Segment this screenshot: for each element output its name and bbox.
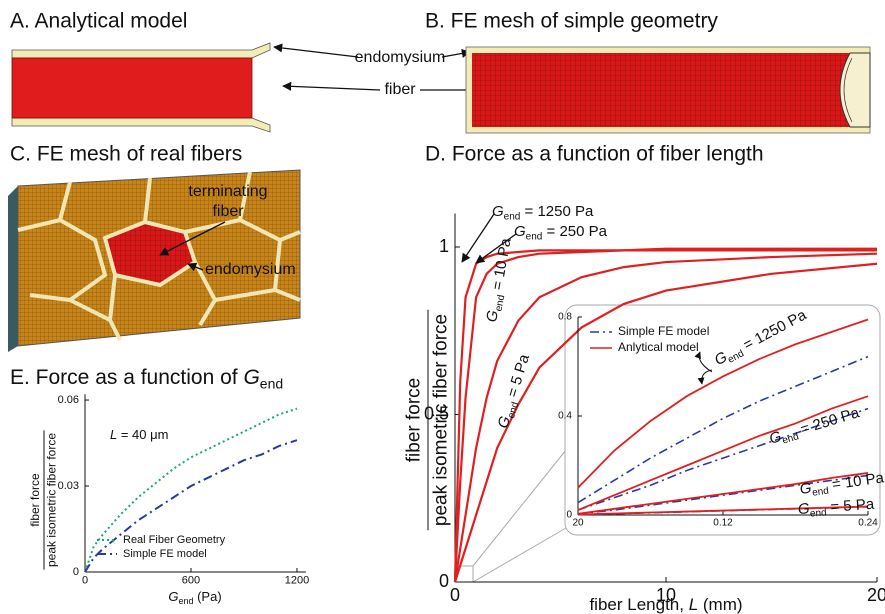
y-label-bottom: peak isometric fiber force bbox=[430, 314, 451, 526]
panel-title: A. Analytical model bbox=[10, 10, 187, 33]
annotation: endomysium bbox=[355, 49, 446, 66]
legend-label: Simple FE model bbox=[618, 324, 709, 338]
panel-title: B. FE mesh of simple geometry bbox=[425, 10, 718, 33]
text-part: L bbox=[110, 427, 117, 442]
x-tick-label: 20 bbox=[867, 585, 885, 605]
y-label-bottom: peak isometric fiber force bbox=[45, 433, 59, 567]
y-label-top: fiber force bbox=[404, 378, 425, 462]
rich-text: Gend (Pa) bbox=[168, 589, 221, 606]
panel-title: D. Force as a function of fiber length bbox=[425, 143, 764, 166]
text-part: G bbox=[243, 366, 259, 389]
rich-text: fiber Length, L (mm) bbox=[589, 595, 742, 614]
y-tick-label: 0.4 bbox=[558, 411, 572, 422]
rich-text: E. Force as a function of Gend bbox=[10, 366, 283, 391]
y-tick-label: 0.03 bbox=[58, 480, 79, 492]
annotation: endomysium bbox=[205, 261, 296, 278]
text-part: G bbox=[168, 589, 178, 604]
text-part: end bbox=[504, 211, 521, 222]
text-part: end bbox=[810, 507, 827, 519]
legend-label: Anlytical model bbox=[618, 340, 699, 354]
y-tick-label: 0.06 bbox=[58, 394, 79, 406]
text-part: G bbox=[797, 500, 810, 518]
text-part: = 250 Pa bbox=[542, 223, 607, 240]
text-part: = 5 Pa bbox=[826, 496, 876, 516]
y-label-top: fiber force bbox=[28, 473, 42, 527]
text-part: (mm) bbox=[698, 595, 742, 614]
panel-title: C. FE mesh of real fibers bbox=[10, 143, 242, 166]
x-tick-label: 0.12 bbox=[713, 518, 733, 529]
legend-label: Real Fiber Geometry bbox=[123, 534, 226, 546]
y-tick-label: 0 bbox=[566, 510, 572, 521]
y-tick-label: 0 bbox=[73, 566, 79, 578]
annotation: fiber bbox=[212, 203, 244, 220]
text-part: end bbox=[260, 375, 283, 391]
text-part: G bbox=[514, 223, 526, 240]
rich-text: L = 40 μm bbox=[110, 427, 168, 442]
y-tick-label: 0.8 bbox=[558, 312, 572, 323]
text-part: (Pa) bbox=[193, 589, 221, 604]
legend-label: Simple FE model bbox=[123, 548, 207, 560]
text-part: fiber Length, bbox=[589, 595, 688, 614]
text-part: L bbox=[689, 595, 698, 614]
y-tick-label: 1 bbox=[439, 236, 449, 256]
text-part: G bbox=[492, 203, 504, 220]
text-part: = 40 μm bbox=[117, 427, 168, 442]
x-tick-label: 1200 bbox=[285, 575, 309, 587]
x-tick-label: 0 bbox=[82, 575, 88, 587]
x-tick-label: 0.24 bbox=[858, 518, 878, 529]
y-tick-label: 0 bbox=[439, 571, 449, 591]
analytical-model-illustration bbox=[12, 43, 270, 132]
text-part: end bbox=[178, 596, 193, 606]
annotation: fiber bbox=[384, 81, 416, 98]
text-part: E. Force as a function of bbox=[10, 366, 243, 389]
text-part: = 1250 Pa bbox=[520, 203, 594, 220]
text-part: end bbox=[811, 485, 829, 498]
x-tick-label: 20 bbox=[572, 518, 584, 529]
x-tick-label: 0 bbox=[450, 585, 460, 605]
x-tick-label: 600 bbox=[182, 575, 200, 587]
text-part: end bbox=[526, 231, 543, 242]
annotation: terminating bbox=[188, 183, 267, 200]
figure: A. Analytical model endomysium fiber B. … bbox=[0, 0, 885, 614]
simple-mesh-illustration bbox=[466, 47, 870, 133]
